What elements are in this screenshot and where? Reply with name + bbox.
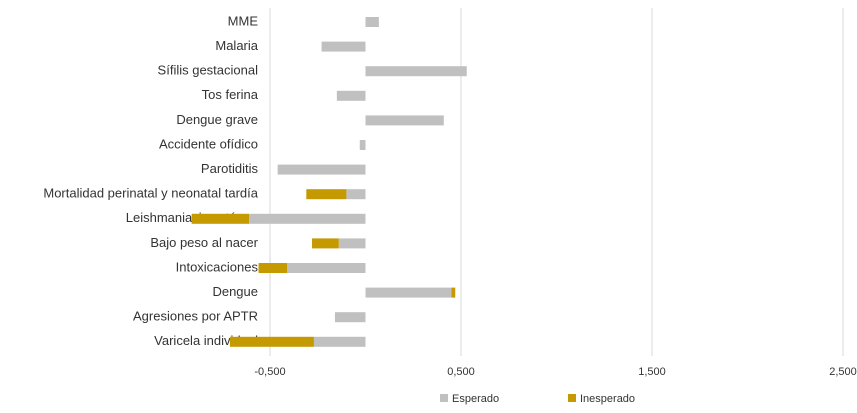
legend-swatch bbox=[568, 394, 576, 402]
y-tick-label: Accidente ofídico bbox=[159, 136, 258, 151]
bar bbox=[451, 287, 456, 298]
y-tick-label: Intoxicaciones bbox=[176, 259, 259, 274]
y-tick-label: Mortalidad perinatal y neonatal tardía bbox=[43, 186, 258, 201]
y-tick-label: Malaria bbox=[215, 38, 258, 53]
y-tick-label: Dengue grave bbox=[176, 112, 258, 127]
y-tick-label: Sífilis gestacional bbox=[158, 63, 259, 78]
legend-label: Inesperado bbox=[580, 393, 635, 405]
bar bbox=[229, 336, 314, 347]
bar bbox=[346, 189, 366, 200]
bar bbox=[306, 189, 347, 200]
bar bbox=[336, 90, 366, 101]
y-tick-label: Tos ferina bbox=[202, 87, 259, 102]
bar bbox=[321, 41, 366, 52]
legend-label: Esperado bbox=[452, 393, 499, 405]
bar bbox=[365, 287, 452, 298]
x-tick-label: 0,500 bbox=[447, 366, 475, 378]
y-tick-label: Bajo peso al nacer bbox=[150, 235, 258, 250]
bar bbox=[338, 238, 366, 249]
bar bbox=[359, 140, 366, 150]
bar bbox=[365, 115, 444, 126]
bar bbox=[191, 213, 249, 224]
bar bbox=[365, 17, 379, 27]
bar bbox=[258, 263, 288, 273]
bar bbox=[277, 164, 366, 175]
bar bbox=[312, 238, 339, 249]
y-tick-label: MME bbox=[228, 13, 259, 28]
y-tick-label: Agresiones por APTR bbox=[133, 309, 258, 324]
bar bbox=[365, 66, 467, 77]
x-tick-label: 2,500 bbox=[829, 366, 857, 378]
bar bbox=[287, 263, 366, 273]
x-tick-label: -0,500 bbox=[254, 366, 285, 378]
y-tick-label: Dengue bbox=[212, 284, 258, 299]
legend-swatch bbox=[440, 394, 448, 402]
bar bbox=[334, 312, 366, 323]
bar bbox=[248, 213, 366, 224]
y-tick-label: Parotiditis bbox=[201, 161, 259, 176]
bar bbox=[313, 336, 366, 347]
x-tick-label: 1,500 bbox=[638, 366, 666, 378]
